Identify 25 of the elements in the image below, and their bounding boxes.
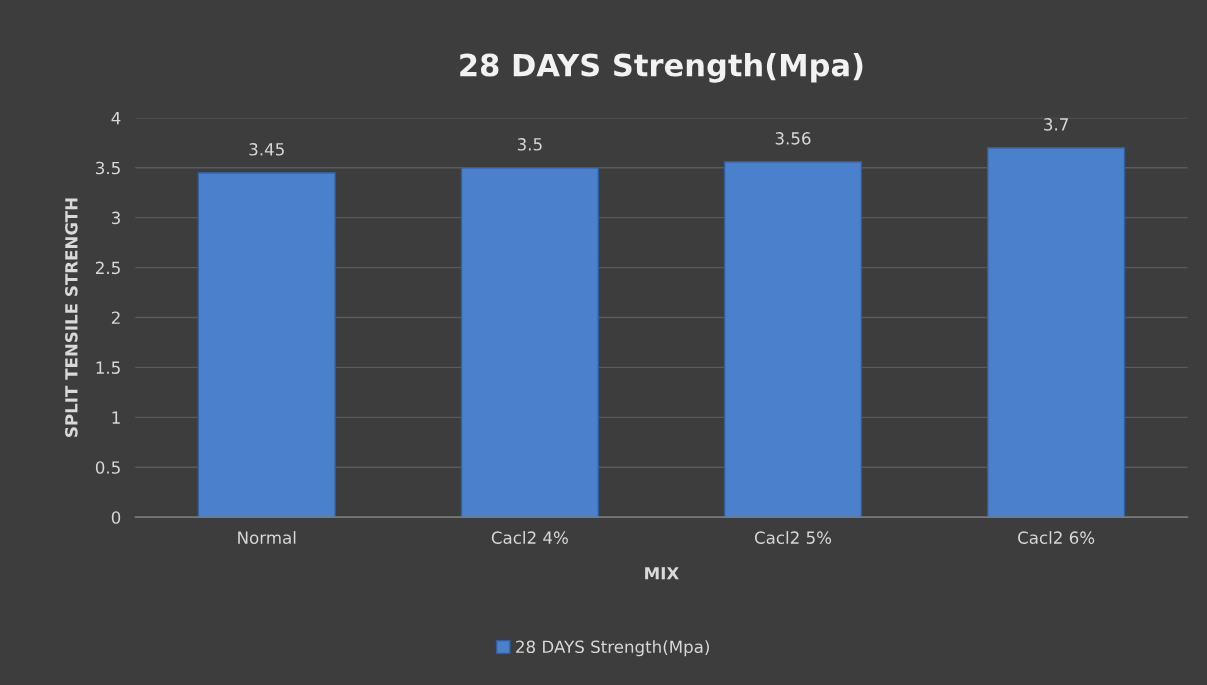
y-tick-label: 3 [111, 211, 120, 225]
bar [460, 167, 599, 518]
data-label: 3.45 [249, 143, 284, 156]
y-tick-label: 2 [111, 311, 120, 324]
y-tick-label: 0 [111, 511, 121, 524]
bar [197, 172, 336, 518]
y-tick-label: 1 [112, 411, 120, 424]
y-tick-label: 1.5 [96, 361, 120, 374]
x-axis-title: MIX [645, 567, 679, 580]
chart-title: 28 DAYS Strength(Mpa) [460, 52, 863, 83]
x-tick-label: Cacl2 4% [491, 531, 568, 544]
y-axis-title: SPLIT TENSILE STRENGTH [65, 198, 78, 437]
y-tick-label: 0.5 [95, 461, 120, 474]
x-tick-label: Cacl2 5% [754, 531, 832, 544]
bar [723, 161, 863, 518]
y-tick-label: 4 [111, 112, 121, 125]
legend-label: 28 DAYS Strength(Mpa) [516, 640, 709, 657]
y-tick-label: 3.5 [96, 161, 120, 175]
data-label: 3.56 [775, 132, 811, 145]
y-tick-label: 2.5 [96, 261, 120, 275]
data-label: 3.7 [1044, 118, 1068, 131]
x-tick-label: Cacl2 6% [1018, 531, 1095, 544]
bar [987, 147, 1126, 518]
x-tick-label: Normal [238, 531, 296, 544]
data-label: 3.5 [517, 138, 542, 151]
